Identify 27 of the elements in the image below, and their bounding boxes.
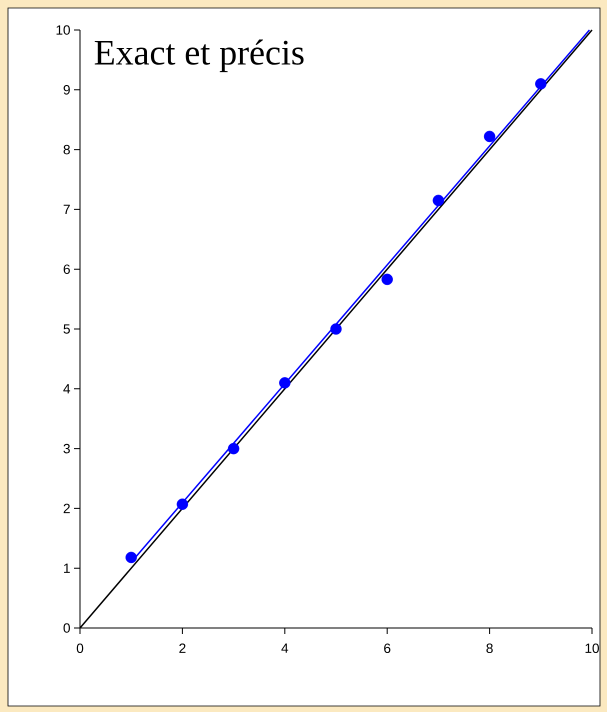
- point: [484, 130, 496, 142]
- point: [126, 552, 137, 564]
- point: [279, 377, 290, 389]
- point: [330, 323, 342, 335]
- x-tick-label: 4: [281, 644, 288, 653]
- y-tick-label: 4: [63, 384, 70, 394]
- point: [535, 78, 546, 90]
- y-tick-label: 8: [64, 144, 70, 154]
- chart-title: Exact et précis: [94, 40, 304, 72]
- point: [432, 194, 444, 206]
- x-tick-label: 10: [586, 644, 599, 654]
- x-tick-label: 2: [179, 644, 186, 653]
- point: [228, 442, 240, 454]
- x-tick-label: 8: [486, 644, 493, 654]
- y-tick-label: 6: [64, 264, 70, 274]
- point: [382, 274, 393, 286]
- y-tick-label: 10: [56, 25, 70, 35]
- point: [176, 498, 188, 510]
- y-tick-label: 1: [64, 564, 70, 573]
- y-tick-label: 2: [64, 504, 70, 514]
- y-tick-label: 7: [64, 204, 70, 214]
- y-tick-label: 9: [64, 85, 70, 95]
- y-tick-label: 0: [64, 623, 70, 633]
- y-tick-label: 5: [64, 324, 70, 334]
- x-tick-label: 6: [384, 644, 390, 654]
- y-tick-label: 3: [64, 444, 70, 454]
- x-tick-label: 0: [76, 644, 84, 654]
